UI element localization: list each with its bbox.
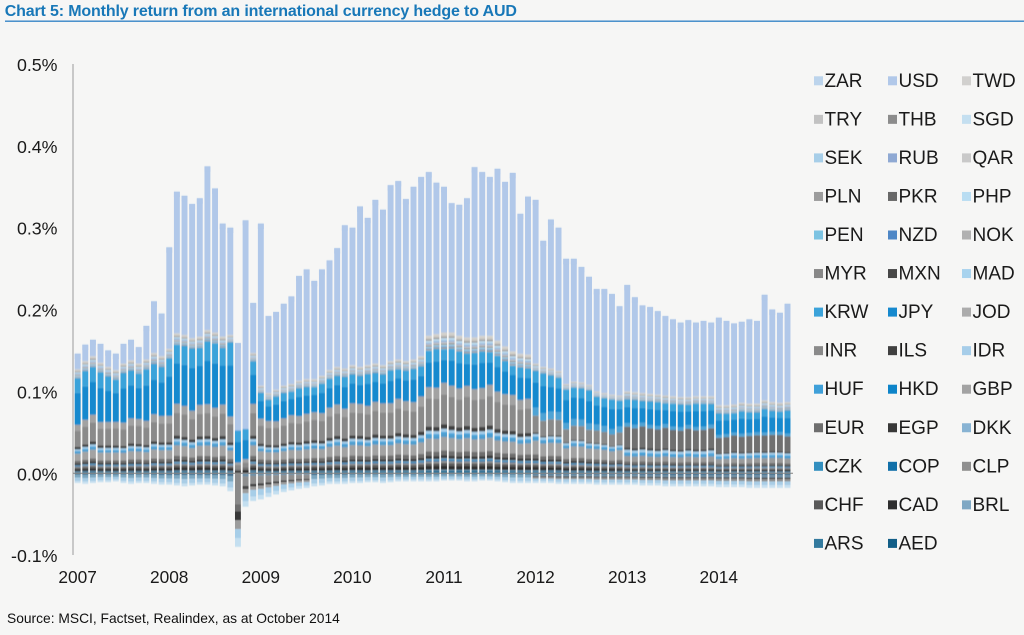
svg-text:MYR: MYR — [825, 264, 867, 285]
svg-text:QAR: QAR — [973, 148, 1014, 169]
svg-text:PEN: PEN — [825, 225, 864, 246]
svg-text:SEK: SEK — [825, 148, 863, 169]
svg-text:0.3%: 0.3% — [17, 219, 58, 239]
svg-text:TRY: TRY — [825, 109, 863, 130]
svg-text:TWD: TWD — [973, 71, 1016, 92]
svg-text:0.5%: 0.5% — [17, 55, 58, 75]
svg-text:DKK: DKK — [973, 418, 1012, 439]
svg-text:PKR: PKR — [899, 186, 938, 207]
svg-text:2008: 2008 — [150, 567, 188, 587]
svg-text:CZK: CZK — [825, 456, 863, 477]
svg-text:2007: 2007 — [58, 567, 96, 587]
svg-text:0.0%: 0.0% — [17, 464, 58, 484]
svg-text:HKD: HKD — [899, 379, 939, 400]
svg-text:ZAR: ZAR — [825, 71, 863, 92]
svg-text:HUF: HUF — [825, 379, 864, 400]
svg-text:CAD: CAD — [899, 495, 939, 516]
svg-text:EUR: EUR — [825, 418, 865, 439]
svg-text:CHF: CHF — [825, 495, 864, 516]
svg-text:ILS: ILS — [899, 341, 928, 362]
svg-text:INR: INR — [825, 341, 858, 362]
svg-text:Chart 5: Monthly return from a: Chart 5: Monthly return from an internat… — [5, 3, 517, 20]
svg-text:THB: THB — [899, 109, 937, 130]
svg-text:0.1%: 0.1% — [17, 382, 58, 402]
svg-text:GBP: GBP — [973, 379, 1013, 400]
svg-text:EGP: EGP — [899, 418, 939, 439]
svg-text:AED: AED — [899, 533, 938, 554]
svg-text:NOK: NOK — [973, 225, 1015, 246]
svg-text:-0.1%: -0.1% — [11, 546, 58, 566]
svg-text:JOD: JOD — [973, 302, 1011, 323]
svg-text:RUB: RUB — [899, 148, 939, 169]
svg-text:MAD: MAD — [973, 264, 1015, 285]
svg-text:ARS: ARS — [825, 533, 864, 554]
svg-text:IDR: IDR — [973, 341, 1006, 362]
svg-text:NZD: NZD — [899, 225, 938, 246]
svg-text:2013: 2013 — [608, 567, 646, 587]
svg-text:BRL: BRL — [973, 495, 1010, 516]
svg-text:0.2%: 0.2% — [17, 301, 58, 321]
svg-text:2012: 2012 — [516, 567, 554, 587]
svg-text:Source: MSCI, Factset, Realind: Source: MSCI, Factset, Realindex, as at … — [7, 611, 340, 626]
svg-text:COP: COP — [899, 456, 940, 477]
svg-text:PLN: PLN — [825, 186, 862, 207]
svg-text:MXN: MXN — [899, 264, 941, 285]
svg-text:2009: 2009 — [242, 567, 280, 587]
svg-text:JPY: JPY — [899, 302, 934, 323]
svg-text:2011: 2011 — [425, 567, 462, 587]
svg-text:KRW: KRW — [825, 302, 869, 323]
svg-text:2014: 2014 — [700, 567, 739, 587]
svg-text:CLP: CLP — [973, 456, 1010, 477]
svg-text:SGD: SGD — [973, 109, 1014, 130]
svg-text:USD: USD — [899, 71, 939, 92]
svg-text:PHP: PHP — [973, 186, 1012, 207]
svg-text:2010: 2010 — [333, 567, 371, 587]
svg-text:0.4%: 0.4% — [17, 137, 58, 157]
